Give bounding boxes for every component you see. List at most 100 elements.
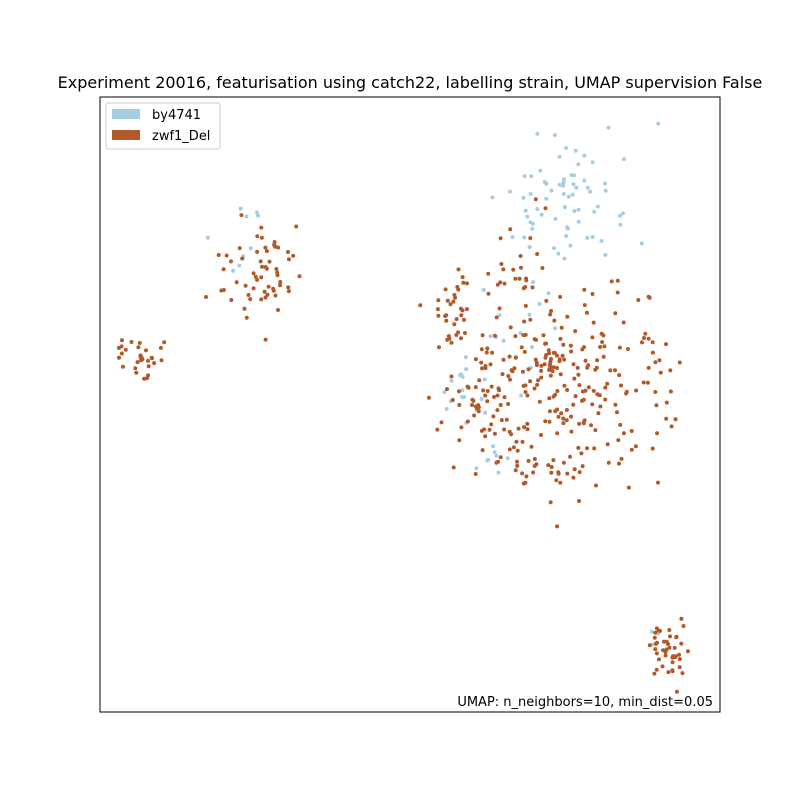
point-by4741 <box>505 456 510 461</box>
point-zwf1-del <box>473 472 478 476</box>
point-by4741 <box>527 245 532 249</box>
point-zwf1-del <box>519 265 523 270</box>
point-zwf1-del <box>621 320 626 325</box>
point-zwf1-del <box>572 376 577 381</box>
point-zwf1-del <box>508 227 513 232</box>
point-zwf1-del <box>133 366 138 371</box>
point-zwf1-del <box>526 367 531 372</box>
point-zwf1-del <box>559 411 564 416</box>
point-zwf1-del <box>547 367 552 372</box>
point-zwf1-del <box>558 372 563 377</box>
point-zwf1-del <box>579 451 584 456</box>
point-by4741 <box>582 178 587 183</box>
point-zwf1-del <box>552 350 557 355</box>
point-by4741 <box>564 146 568 150</box>
point-by4741 <box>603 181 608 186</box>
point-zwf1-del <box>582 345 586 350</box>
point-by4741 <box>479 397 484 401</box>
point-zwf1-del <box>526 458 531 463</box>
point-zwf1-del <box>449 340 454 345</box>
point-zwf1-del <box>585 310 589 315</box>
point-zwf1-del <box>577 383 582 388</box>
point-zwf1-del <box>544 341 548 346</box>
point-zwf1-del <box>259 297 264 302</box>
point-zwf1-del <box>550 369 555 374</box>
point-zwf1-del <box>653 647 658 652</box>
point-zwf1-del <box>650 446 655 451</box>
point-zwf1-del <box>262 289 267 294</box>
point-zwf1-del <box>529 444 534 449</box>
point-zwf1-del <box>646 336 651 341</box>
point-zwf1-del <box>504 417 509 422</box>
point-zwf1-del <box>528 379 533 384</box>
point-zwf1-del <box>135 360 140 365</box>
point-zwf1-del <box>508 325 513 330</box>
point-zwf1-del <box>448 302 453 307</box>
point-zwf1-del <box>119 351 124 356</box>
point-zwf1-del <box>670 660 675 665</box>
point-by4741 <box>562 256 567 261</box>
point-by4741 <box>464 367 469 372</box>
point-zwf1-del <box>654 626 659 631</box>
point-zwf1-del <box>537 399 542 404</box>
point-zwf1-del <box>585 365 590 370</box>
point-zwf1-del <box>502 427 507 432</box>
point-by4741 <box>576 162 581 167</box>
point-zwf1-del <box>565 388 570 392</box>
point-zwf1-del <box>646 365 651 370</box>
point-zwf1-del <box>477 378 482 383</box>
point-zwf1-del <box>134 370 139 375</box>
point-by4741 <box>568 243 573 248</box>
point-zwf1-del <box>539 433 543 437</box>
point-zwf1-del <box>445 298 450 303</box>
point-zwf1-del <box>617 345 622 350</box>
legend-label-by4741: by4741 <box>152 108 201 123</box>
point-zwf1-del <box>515 459 519 464</box>
point-zwf1-del <box>119 344 124 349</box>
point-zwf1-del <box>551 458 556 463</box>
point-zwf1-del <box>577 470 582 475</box>
point-zwf1-del <box>255 234 260 239</box>
point-zwf1-del <box>593 428 598 433</box>
point-zwf1-del <box>276 245 281 250</box>
point-zwf1-del <box>528 317 533 322</box>
point-zwf1-del <box>498 236 503 241</box>
point-zwf1-del <box>150 356 154 361</box>
point-by4741 <box>490 195 495 200</box>
point-zwf1-del <box>515 448 520 453</box>
point-by4741 <box>460 388 465 393</box>
point-by4741 <box>529 174 534 179</box>
point-zwf1-del <box>418 303 423 308</box>
point-by4741 <box>549 188 554 193</box>
point-zwf1-del <box>562 357 567 362</box>
point-zwf1-del <box>523 303 528 308</box>
point-by4741 <box>552 246 556 251</box>
point-zwf1-del <box>650 340 655 345</box>
point-by4741 <box>588 189 593 194</box>
point-zwf1-del <box>626 485 631 490</box>
point-zwf1-del <box>260 264 264 269</box>
point-zwf1-del <box>501 267 506 272</box>
point-zwf1-del <box>666 670 671 675</box>
point-by4741 <box>538 168 543 173</box>
point-zwf1-del <box>129 340 134 344</box>
point-zwf1-del <box>549 309 554 313</box>
point-zwf1-del <box>600 340 605 344</box>
point-by4741 <box>537 301 542 306</box>
point-zwf1-del <box>491 414 496 419</box>
point-zwf1-del <box>613 368 617 373</box>
point-zwf1-del <box>581 397 586 402</box>
point-zwf1-del <box>464 307 469 312</box>
point-by4741 <box>561 180 566 185</box>
point-zwf1-del <box>521 383 526 388</box>
point-zwf1-del <box>655 431 659 436</box>
point-by4741 <box>254 210 259 215</box>
point-zwf1-del <box>499 262 504 266</box>
point-zwf1-del <box>493 333 497 338</box>
point-zwf1-del <box>445 387 449 392</box>
point-zwf1-del <box>590 335 595 340</box>
point-zwf1-del <box>522 319 527 324</box>
point-by4741 <box>618 213 622 218</box>
point-zwf1-del <box>473 385 478 390</box>
